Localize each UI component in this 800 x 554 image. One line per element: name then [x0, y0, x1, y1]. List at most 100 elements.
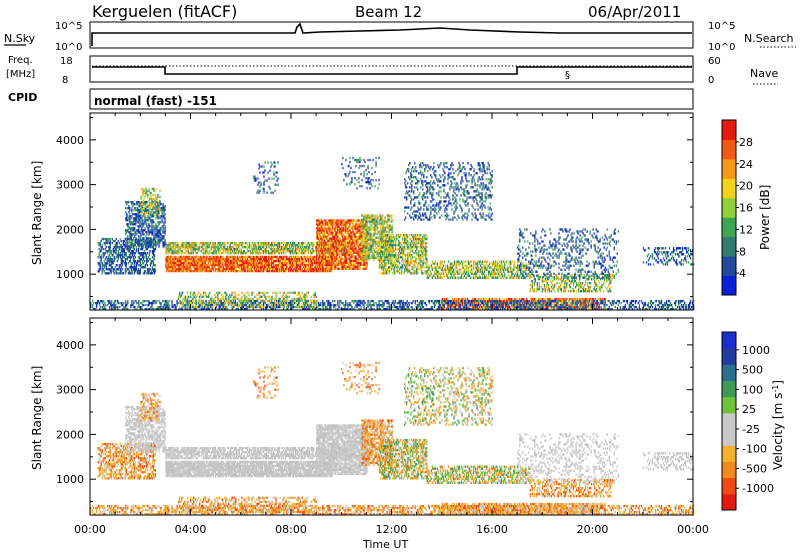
power-cell — [178, 252, 180, 255]
power-cell — [335, 261, 337, 264]
power-cell — [274, 267, 277, 271]
power-cell — [228, 245, 230, 249]
power-cell — [317, 261, 319, 264]
power-cell — [345, 237, 347, 240]
power-cell — [206, 245, 208, 249]
power-cell — [240, 269, 243, 273]
power-cell — [323, 269, 325, 273]
power-cell — [357, 223, 359, 226]
power-cell — [361, 224, 363, 227]
power-cell — [215, 261, 217, 265]
power-cell — [308, 241, 310, 245]
power-cell — [270, 241, 273, 245]
power-cell — [356, 245, 358, 248]
power-cell — [366, 246, 368, 249]
power-cell — [332, 223, 334, 226]
power-cell — [178, 245, 180, 249]
power-cell — [322, 233, 324, 236]
power-cell — [110, 252, 112, 255]
power-cell — [264, 257, 267, 261]
power-cell — [192, 241, 194, 245]
power-cell — [358, 255, 360, 258]
power-cell — [346, 233, 348, 236]
power-cell — [201, 241, 203, 245]
power-cell — [133, 247, 136, 251]
power-cell — [357, 263, 359, 266]
power-cell — [179, 247, 181, 251]
power-cell — [172, 269, 174, 273]
power-cell — [296, 243, 298, 247]
power-cell — [356, 249, 358, 252]
power-cell — [246, 250, 249, 253]
power-cell — [320, 265, 322, 268]
power-cell — [201, 259, 203, 263]
power-cell — [186, 245, 188, 249]
power-cell — [220, 245, 222, 249]
power-cell — [359, 231, 361, 234]
power-cell — [295, 259, 297, 263]
power-cell — [172, 241, 174, 245]
power-cell — [355, 229, 357, 232]
power-cell — [154, 243, 156, 246]
power-cell — [243, 267, 246, 271]
power-cell — [414, 264, 416, 267]
power-cell — [171, 241, 173, 245]
power-cell — [183, 243, 185, 247]
power-cell — [238, 267, 241, 271]
power-cell — [355, 259, 357, 262]
power-cell — [345, 241, 347, 244]
power-cell — [339, 259, 341, 262]
power-cell — [271, 247, 274, 251]
power-cell — [196, 247, 198, 251]
power-cell — [357, 265, 359, 268]
power-cell — [365, 219, 367, 222]
power-cell — [309, 263, 311, 267]
power-cell — [148, 219, 150, 222]
power-cell — [413, 239, 415, 243]
power-cell — [368, 226, 370, 229]
power-cell — [150, 270, 153, 273]
power-cell — [126, 237, 128, 240]
power-cell — [124, 272, 126, 275]
power-cell — [267, 250, 270, 253]
power-cell — [235, 257, 238, 261]
power-cell — [170, 252, 172, 255]
power-cell — [378, 238, 380, 241]
power-cell — [315, 269, 317, 273]
power-cell — [173, 243, 175, 247]
power-data — [90, 156, 695, 311]
power-cell — [257, 241, 260, 245]
power-cell — [366, 249, 368, 252]
power-cell — [379, 247, 382, 251]
power-cell — [411, 258, 413, 261]
power-cell — [336, 239, 338, 242]
power-cell — [406, 266, 408, 269]
power-cell — [225, 250, 227, 253]
power-cell — [338, 223, 340, 226]
power-cell — [420, 264, 422, 267]
power-cell — [392, 266, 394, 269]
power-cell — [337, 263, 339, 266]
power-cell — [109, 256, 111, 259]
power-cell — [322, 259, 324, 263]
power-cell — [312, 267, 314, 271]
power-cell — [177, 241, 179, 245]
power-cell — [311, 269, 313, 273]
power-cell — [408, 268, 410, 271]
power-cell — [268, 243, 271, 247]
power-cell — [209, 257, 211, 261]
power-cell — [425, 233, 427, 237]
power-cell — [330, 249, 332, 252]
power-cell — [280, 247, 283, 251]
power-cell — [233, 265, 236, 269]
power-cell — [352, 247, 354, 250]
power-cell — [313, 267, 315, 271]
power-cell — [279, 265, 282, 269]
power-cell — [361, 244, 363, 247]
power-cell — [181, 250, 183, 253]
power-cell — [295, 252, 297, 255]
power-cell — [100, 258, 102, 261]
power-cell — [131, 207, 133, 210]
power-cell — [403, 252, 405, 255]
power-cell — [166, 247, 168, 251]
